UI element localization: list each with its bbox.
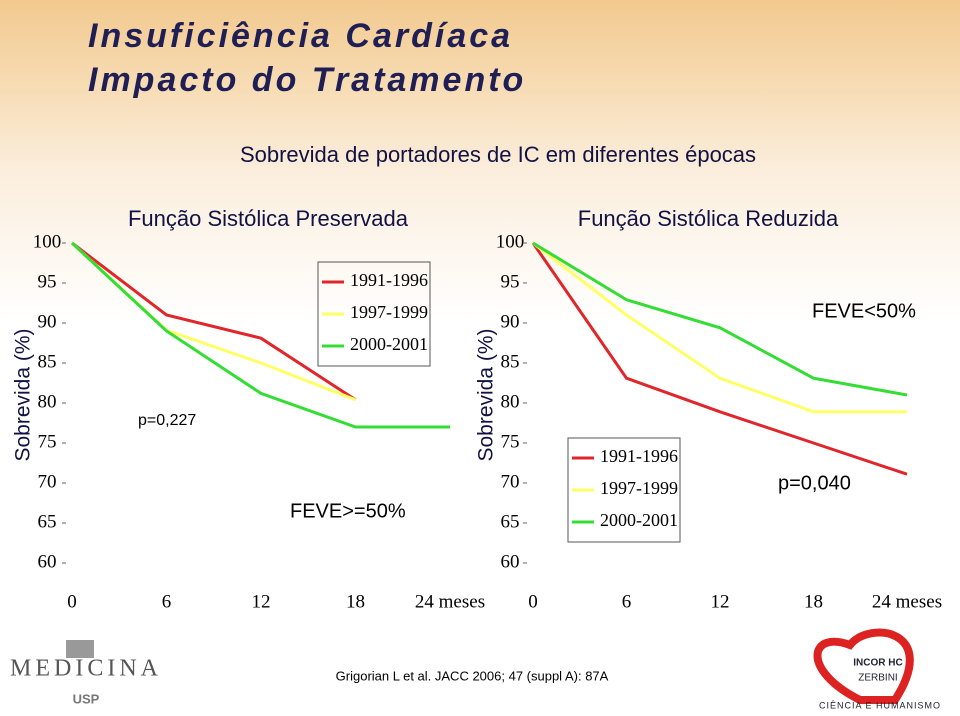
y-tick-label: 70 bbox=[38, 471, 57, 492]
subtitle: Sobrevida de portadores de IC em diferen… bbox=[240, 142, 756, 167]
logo-text: ZERBINI bbox=[858, 673, 897, 684]
y-tick-label: 90 bbox=[501, 311, 520, 332]
y-tick-label: 80 bbox=[501, 391, 520, 412]
y-tick-label: 70 bbox=[501, 471, 520, 492]
chart-title: Função Sistólica Preservada bbox=[128, 206, 409, 231]
chart-title: Função Sistólica Reduzida bbox=[578, 206, 839, 231]
legend-label: 1997-1999 bbox=[350, 302, 428, 322]
legend-label: 1991-1996 bbox=[600, 446, 678, 466]
logo-shape bbox=[66, 640, 94, 658]
y-tick-label: 60 bbox=[501, 551, 520, 572]
citation: Grigorian L et al. JACC 2006; 47 (suppl … bbox=[336, 668, 609, 683]
x-tick-label: 12 bbox=[252, 591, 271, 612]
y-tick-label: 65 bbox=[38, 511, 57, 532]
series-line bbox=[532, 241, 908, 397]
series-line bbox=[70, 241, 450, 429]
legend-box bbox=[567, 437, 681, 543]
series-line bbox=[532, 241, 907, 414]
legend-label: 1991-1996 bbox=[350, 270, 428, 290]
logo-text: INCOR HC bbox=[853, 658, 902, 669]
x-tick-label: 24 meses bbox=[415, 591, 485, 612]
x-tick-label: 6 bbox=[162, 591, 172, 612]
y-tick-label: 90 bbox=[38, 311, 57, 332]
x-tick-label: 12 bbox=[711, 591, 730, 612]
slide-title: Impacto do Tratamento bbox=[88, 61, 526, 99]
series-line bbox=[71, 241, 357, 402]
x-tick-label: 0 bbox=[67, 591, 77, 612]
y-tick-label: 95 bbox=[501, 271, 520, 292]
legend-label: 2000-2001 bbox=[600, 510, 678, 530]
annotation: FEVE>=50% bbox=[290, 500, 406, 522]
y-tick-label: 80 bbox=[38, 391, 57, 412]
y-tick-label: 65 bbox=[501, 511, 520, 532]
y-tick-label: 75 bbox=[501, 431, 520, 452]
x-tick-label: 18 bbox=[346, 591, 365, 612]
logo-text: CIÊNCIA E HUMANISMO bbox=[819, 700, 941, 710]
legend-label: 2000-2001 bbox=[350, 334, 428, 354]
y-tick-label: 60 bbox=[38, 551, 57, 572]
y-axis-label: Sobrevida (%) bbox=[12, 328, 35, 461]
y-tick-label: 100 bbox=[33, 231, 62, 252]
slide-title: Insuficiência Cardíaca bbox=[88, 17, 513, 55]
y-tick-label: 95 bbox=[38, 271, 57, 292]
logo-text: USP bbox=[73, 691, 100, 706]
series-line bbox=[531, 242, 908, 476]
logo-incor: INCOR HC ZERBINI CIÊNCIA E HUMANISMO bbox=[813, 628, 941, 710]
y-tick-label: 100 bbox=[496, 231, 525, 252]
y-axis-label: Sobrevida (%) bbox=[475, 328, 498, 461]
x-tick-label: 6 bbox=[622, 591, 632, 612]
annotation: p=0,040 bbox=[778, 472, 851, 494]
legend-box bbox=[317, 261, 431, 367]
y-tick-label: 75 bbox=[38, 431, 57, 452]
annotation: p=0,227 bbox=[138, 412, 196, 429]
series-line bbox=[70, 241, 357, 402]
logo-medicina: MEDICINA USP bbox=[10, 640, 162, 706]
logo-shape bbox=[813, 628, 914, 704]
x-tick-label: 24 meses bbox=[872, 591, 942, 612]
annotation: FEVE<50% bbox=[812, 300, 916, 322]
logo-text: MEDICINA bbox=[10, 656, 162, 682]
x-tick-label: 18 bbox=[804, 591, 823, 612]
legend-label: 1997-1999 bbox=[600, 478, 678, 498]
y-tick-label: 85 bbox=[38, 351, 57, 372]
y-tick-label: 85 bbox=[501, 351, 520, 372]
x-tick-label: 0 bbox=[528, 591, 538, 612]
